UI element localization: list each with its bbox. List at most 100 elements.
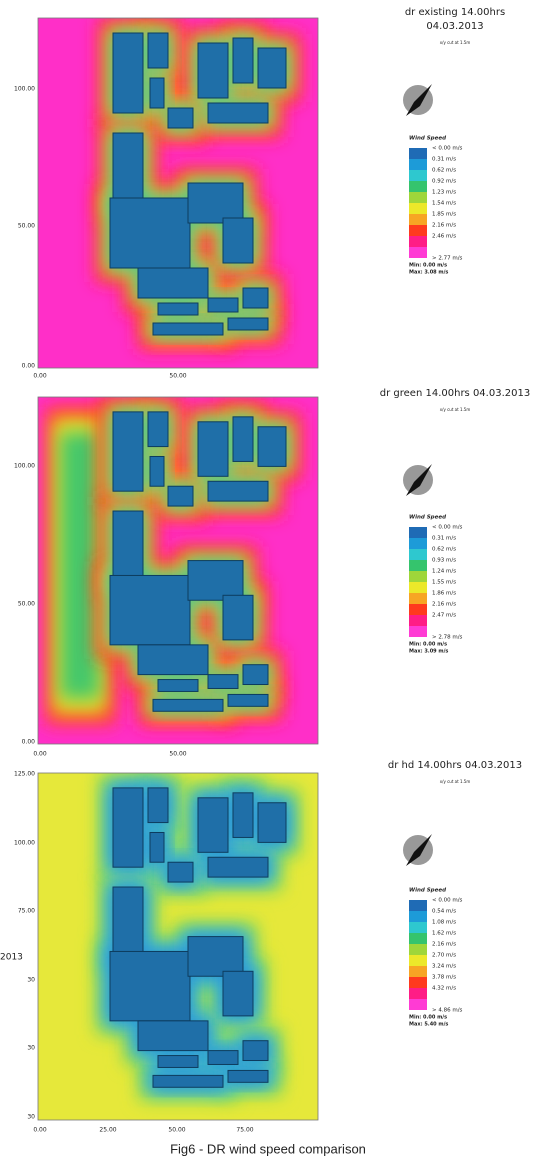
- legend-swatch: [409, 203, 427, 214]
- caption: Fig6 - DR wind speed comparison: [170, 1141, 366, 1156]
- building: [207, 1050, 239, 1065]
- y-tick-label: 0.00: [22, 363, 36, 370]
- building: [222, 217, 254, 264]
- building: [197, 421, 229, 477]
- y-tick-label: 30: [27, 977, 35, 984]
- y-tick-label: 50.00: [18, 601, 35, 608]
- legend-label: > 2.78 m/s: [432, 635, 463, 641]
- building: [227, 693, 269, 707]
- x-tick-label: 75.00: [236, 1127, 253, 1134]
- building: [152, 1074, 224, 1088]
- panel-title: dr green 14.00hrs 04.03.2013: [380, 388, 530, 399]
- legend-label: 2.16 m/s: [432, 223, 456, 229]
- x-tick-label: 50.00: [169, 751, 186, 758]
- legend-swatch: [409, 604, 427, 615]
- map-field: [96, 19, 300, 349]
- legend-swatch: [409, 626, 427, 637]
- subtitle: x/y cut at 1.5m: [440, 779, 471, 784]
- building: [149, 455, 165, 487]
- y-tick-label: 100.00: [14, 840, 35, 847]
- min-label: Min: 0.00 m/s: [409, 263, 447, 269]
- legend-label: 0.93 m/s: [432, 558, 456, 564]
- building: [227, 1069, 269, 1083]
- legend-swatch: [409, 911, 427, 922]
- building: [152, 698, 224, 712]
- legend-label: 0.62 m/s: [432, 168, 456, 174]
- building: [197, 797, 229, 853]
- x-tick-label: 0.00: [33, 373, 47, 380]
- legend-label: 1.08 m/s: [432, 920, 456, 926]
- subtitle: x/y cut at 1.5m: [440, 407, 471, 412]
- legend-swatch: [409, 148, 427, 159]
- compass-needle: [406, 834, 432, 866]
- y-tick-label: 30: [27, 1114, 35, 1121]
- legend-title: Wind Speed: [409, 888, 446, 894]
- legend-swatch: [409, 593, 427, 604]
- min-label: Min: 0.00 m/s: [409, 642, 447, 648]
- legend-label: 1.85 m/s: [432, 212, 456, 218]
- legend-label: 2.16 m/s: [432, 602, 456, 608]
- legend-label: < 0.00 m/s: [432, 525, 463, 531]
- building: [187, 560, 244, 601]
- building: [207, 480, 269, 502]
- legend-swatch: [409, 549, 427, 560]
- building: [137, 644, 209, 676]
- legend-swatch: [409, 159, 427, 170]
- building: [222, 594, 254, 641]
- legend-swatch: [409, 933, 427, 944]
- legend-label: 1.86 m/s: [432, 591, 456, 597]
- legend-label: 2.46 m/s: [432, 234, 456, 240]
- map-frame: [37, 396, 319, 745]
- subtitle: x/y cut at 1.5m: [440, 40, 471, 45]
- building: [242, 664, 269, 686]
- legend-swatch: [409, 615, 427, 626]
- map-frame: [37, 17, 319, 369]
- legend-swatch: [409, 538, 427, 549]
- map-frame: [37, 772, 319, 1121]
- compass-needle: [406, 464, 432, 496]
- legend-swatch: [409, 527, 427, 538]
- legend-label: 0.54 m/s: [432, 909, 456, 915]
- left-band: [60, 432, 100, 699]
- building: [112, 510, 144, 586]
- building: [152, 322, 224, 336]
- legend-swatch: [409, 170, 427, 181]
- legend-swatch: [409, 560, 427, 571]
- legend-swatch: [409, 966, 427, 977]
- building: [167, 107, 194, 129]
- legend-label: 1.24 m/s: [432, 569, 456, 575]
- legend-swatch: [409, 582, 427, 593]
- legend-label: 0.62 m/s: [432, 547, 456, 553]
- y-tick-label: 0.00: [22, 739, 36, 746]
- building: [187, 182, 244, 224]
- legend-swatch: [409, 571, 427, 582]
- side-fragment: 2013: [0, 953, 23, 963]
- building: [207, 102, 269, 124]
- building: [257, 802, 287, 843]
- legend-label: 2.16 m/s: [432, 942, 456, 948]
- x-tick-label: 50.00: [169, 373, 186, 380]
- building: [137, 1020, 209, 1052]
- legend-swatch: [409, 192, 427, 203]
- building: [232, 37, 254, 84]
- legend-title: Wind Speed: [409, 136, 446, 142]
- legend-swatch: [409, 247, 427, 258]
- building: [112, 132, 144, 209]
- building: [112, 787, 144, 868]
- x-tick-label: 0.00: [33, 1127, 47, 1134]
- legend-swatch: [409, 181, 427, 192]
- building: [257, 426, 287, 467]
- wind-map: [37, 17, 319, 369]
- legend-label: > 2.77 m/s: [432, 256, 463, 262]
- building: [207, 856, 269, 878]
- legend-swatch: [409, 225, 427, 236]
- legend-swatch: [409, 977, 427, 988]
- legend-swatch: [409, 944, 427, 955]
- building: [112, 32, 144, 114]
- building: [157, 1055, 199, 1068]
- building: [207, 674, 239, 689]
- legend-label: < 0.00 m/s: [432, 146, 463, 152]
- map-field: [46, 397, 300, 726]
- x-tick-label: 0.00: [33, 751, 47, 758]
